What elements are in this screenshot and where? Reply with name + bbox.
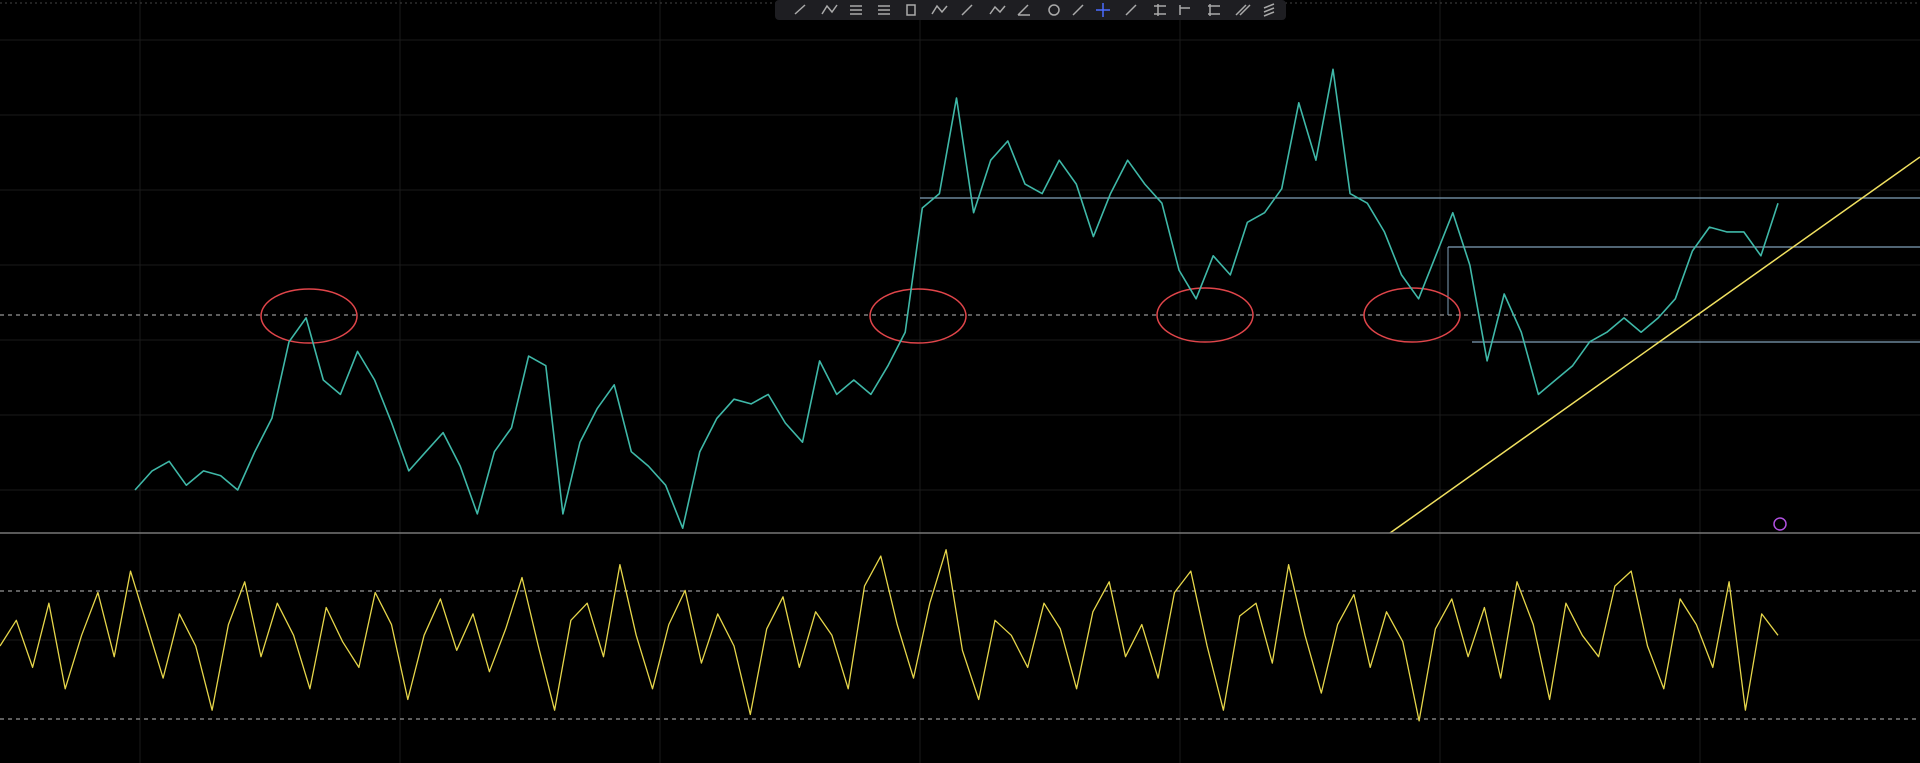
tool-icon[interactable] (1154, 4, 1166, 16)
tool-icon[interactable] (1017, 4, 1030, 16)
tool-icon[interactable] (906, 4, 916, 16)
tool-icon[interactable] (1096, 3, 1110, 17)
highlight-ellipse (1363, 287, 1461, 343)
tool-icon[interactable] (1072, 4, 1084, 16)
tool-icon[interactable] (1208, 4, 1220, 16)
tool-icon[interactable] (1048, 4, 1060, 16)
tool-icon[interactable] (850, 5, 862, 15)
trend-line (1389, 156, 1920, 534)
tool-icon[interactable] (989, 5, 1006, 15)
tool-icon[interactable] (794, 4, 806, 15)
highlight-ellipse (869, 288, 967, 344)
highlight-ellipse (260, 288, 358, 344)
series-line (134, 68, 1779, 529)
tool-icon[interactable] (961, 4, 973, 16)
tool-icon[interactable] (1125, 4, 1137, 16)
tool-icon[interactable] (1235, 4, 1251, 16)
drawing-toolbar (775, 0, 1286, 20)
tool-icon[interactable] (931, 4, 948, 15)
tool-icon[interactable] (1263, 3, 1275, 17)
alert-icon[interactable] (1773, 517, 1787, 531)
tool-icon[interactable] (821, 4, 838, 15)
highlight-ellipse (1156, 287, 1254, 343)
series-line (0, 549, 1779, 722)
tool-icon[interactable] (878, 5, 890, 15)
tool-icon[interactable] (1179, 5, 1190, 15)
